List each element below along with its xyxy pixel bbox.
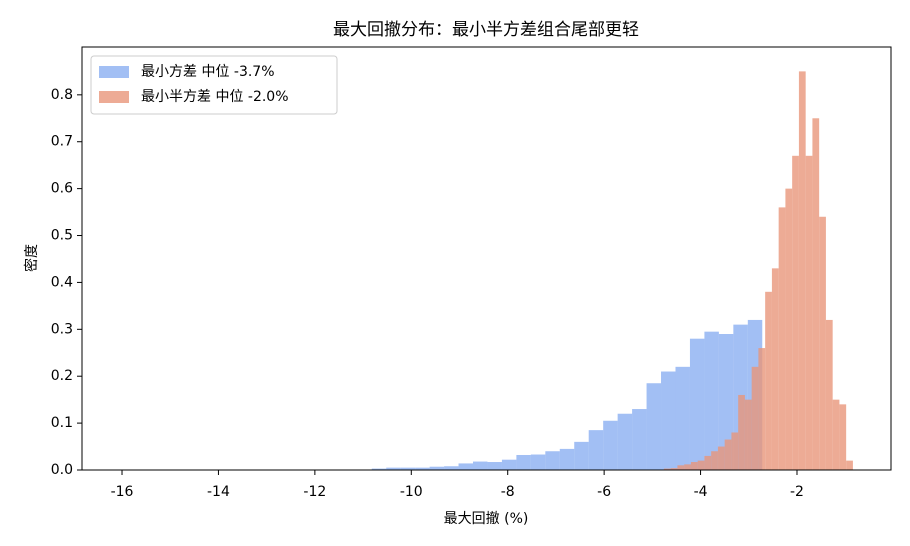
histogram-bar (617, 413, 633, 470)
y-axis-label: 密度 (23, 244, 40, 272)
histogram-bar (785, 188, 793, 470)
histogram-bar (731, 432, 739, 470)
histogram-bar (632, 409, 647, 470)
histogram-bar (588, 430, 604, 470)
histogram-bar (758, 348, 766, 470)
legend-swatch (99, 66, 129, 78)
legend-label: 最小半方差 中位 -2.0% (141, 89, 289, 105)
histogram-bar (545, 451, 560, 470)
x-tick-label: -10 (400, 484, 423, 500)
histogram-bar (684, 464, 691, 470)
histogram-bar (444, 466, 459, 470)
x-axis-label: 最大回撤 (%) (444, 511, 529, 527)
histogram-bar (386, 467, 401, 470)
x-tick-label: -14 (207, 484, 230, 500)
y-tick-label: 0.1 (51, 415, 73, 431)
y-tick-label: 0.0 (51, 462, 73, 478)
histogram-bar (792, 155, 799, 471)
histogram-bar (400, 467, 416, 470)
histogram-bar (574, 441, 589, 470)
y-tick-label: 0.8 (51, 87, 73, 103)
histogram-bar (690, 462, 698, 470)
histogram-bar (839, 404, 847, 470)
legend-swatch (99, 91, 129, 103)
legend-label: 最小方差 中位 -3.7% (141, 64, 275, 80)
histogram-bar (663, 468, 671, 470)
histogram-bar (805, 155, 813, 471)
histogram-bar (559, 448, 575, 470)
histogram-bar (415, 467, 430, 470)
y-tick-label: 0.4 (51, 274, 73, 290)
histogram-bar (516, 454, 531, 470)
x-tick-label: -2 (790, 484, 804, 500)
histogram-bar (825, 319, 833, 470)
histogram-bar (819, 216, 826, 470)
histogram-bar (812, 118, 820, 471)
histogram-bar (832, 399, 840, 470)
histogram-bar (458, 463, 474, 470)
y-tick-label: 0.3 (51, 321, 73, 337)
y-tick-label: 0.7 (51, 134, 73, 150)
histogram-bar (501, 459, 517, 470)
histogram-bar (661, 371, 676, 470)
histogram-bar (675, 366, 690, 470)
histogram-bar (846, 460, 853, 470)
histogram-bar (744, 399, 752, 470)
histogram-bar (646, 383, 662, 470)
histogram-bar (530, 454, 546, 470)
histogram-bar (717, 446, 725, 470)
x-tick-label: -12 (303, 484, 326, 500)
x-tick-label: -4 (694, 484, 708, 500)
histogram-bar (738, 394, 745, 470)
histogram-bar (798, 71, 806, 471)
y-tick-label: 0.6 (51, 181, 73, 197)
x-tick-label: -6 (597, 484, 611, 500)
legend-box (90, 55, 338, 115)
histogram-bar (765, 291, 772, 470)
histogram-bar (751, 366, 759, 470)
histogram-bar (711, 451, 718, 470)
histogram-bar (704, 455, 712, 470)
histogram-bar (371, 468, 387, 470)
histogram-bar (689, 338, 705, 470)
histogram-bar (718, 334, 734, 470)
histogram-bar (724, 439, 732, 470)
y-tick-label: 0.5 (51, 228, 73, 244)
histogram-bar (429, 466, 445, 470)
histogram-bar (473, 461, 488, 470)
x-tick-label: -16 (111, 484, 134, 500)
y-tick-label: 0.2 (51, 368, 73, 384)
histogram-bar (778, 207, 786, 470)
histogram-bar (704, 331, 719, 470)
plot-frame (81, 46, 892, 471)
chart-title: 最大回撤分布：最小半方差组合尾部更轻 (333, 20, 639, 40)
histogram-bar (603, 420, 618, 470)
histogram-bar (771, 268, 779, 470)
x-tick-label: -8 (501, 484, 515, 500)
histogram-bar (670, 468, 678, 470)
histogram-bar (487, 462, 502, 470)
histogram-bar (697, 460, 705, 470)
histogram-bar (677, 465, 685, 470)
